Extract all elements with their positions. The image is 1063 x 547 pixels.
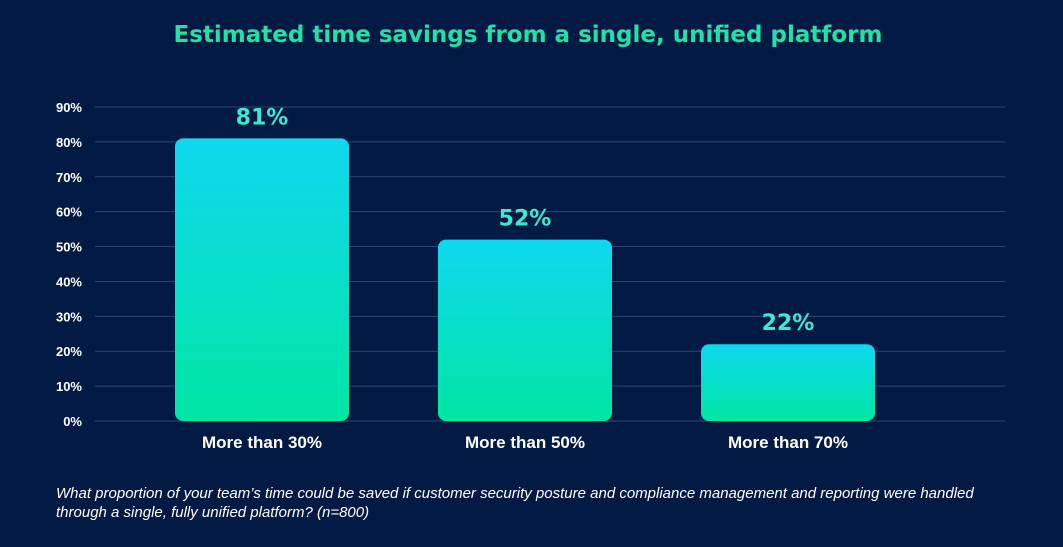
y-tick-label: 50% — [56, 240, 82, 255]
data-label: 22% — [762, 311, 815, 336]
y-tick-label: 40% — [56, 274, 82, 289]
y-tick-label: 20% — [56, 344, 82, 359]
bar-1 — [175, 138, 349, 421]
bar-3 — [701, 344, 875, 421]
x-tick-label: More than 50% — [465, 433, 585, 452]
bars — [175, 138, 875, 421]
chart-title: Estimated time savings from a single, un… — [174, 22, 883, 48]
y-tick-label: 10% — [56, 379, 82, 394]
y-tick-label: 60% — [56, 205, 82, 220]
y-tick-label: 0% — [63, 414, 82, 429]
x-tick-label: More than 70% — [728, 433, 848, 452]
y-tick-label: 90% — [56, 100, 82, 115]
data-label: 52% — [499, 207, 552, 232]
y-tick-label: 70% — [56, 170, 82, 185]
data-label: 81% — [236, 105, 289, 130]
survey-question-footnote: What proportion of your team’s time coul… — [56, 485, 974, 521]
y-tick-label: 30% — [56, 309, 82, 324]
bar-chart: Estimated time savings from a single, un… — [56, 22, 1005, 452]
x-axis-ticks: More than 30% More than 50% More than 70% — [202, 433, 848, 452]
bar-2 — [438, 239, 612, 421]
y-axis-ticks: 0% 10% 20% 30% 40% 50% 60% 70% 80% 90% — [56, 100, 82, 429]
data-labels: 81% 52% 22% — [236, 105, 815, 336]
x-tick-label: More than 30% — [202, 433, 322, 452]
y-tick-label: 80% — [56, 135, 82, 150]
